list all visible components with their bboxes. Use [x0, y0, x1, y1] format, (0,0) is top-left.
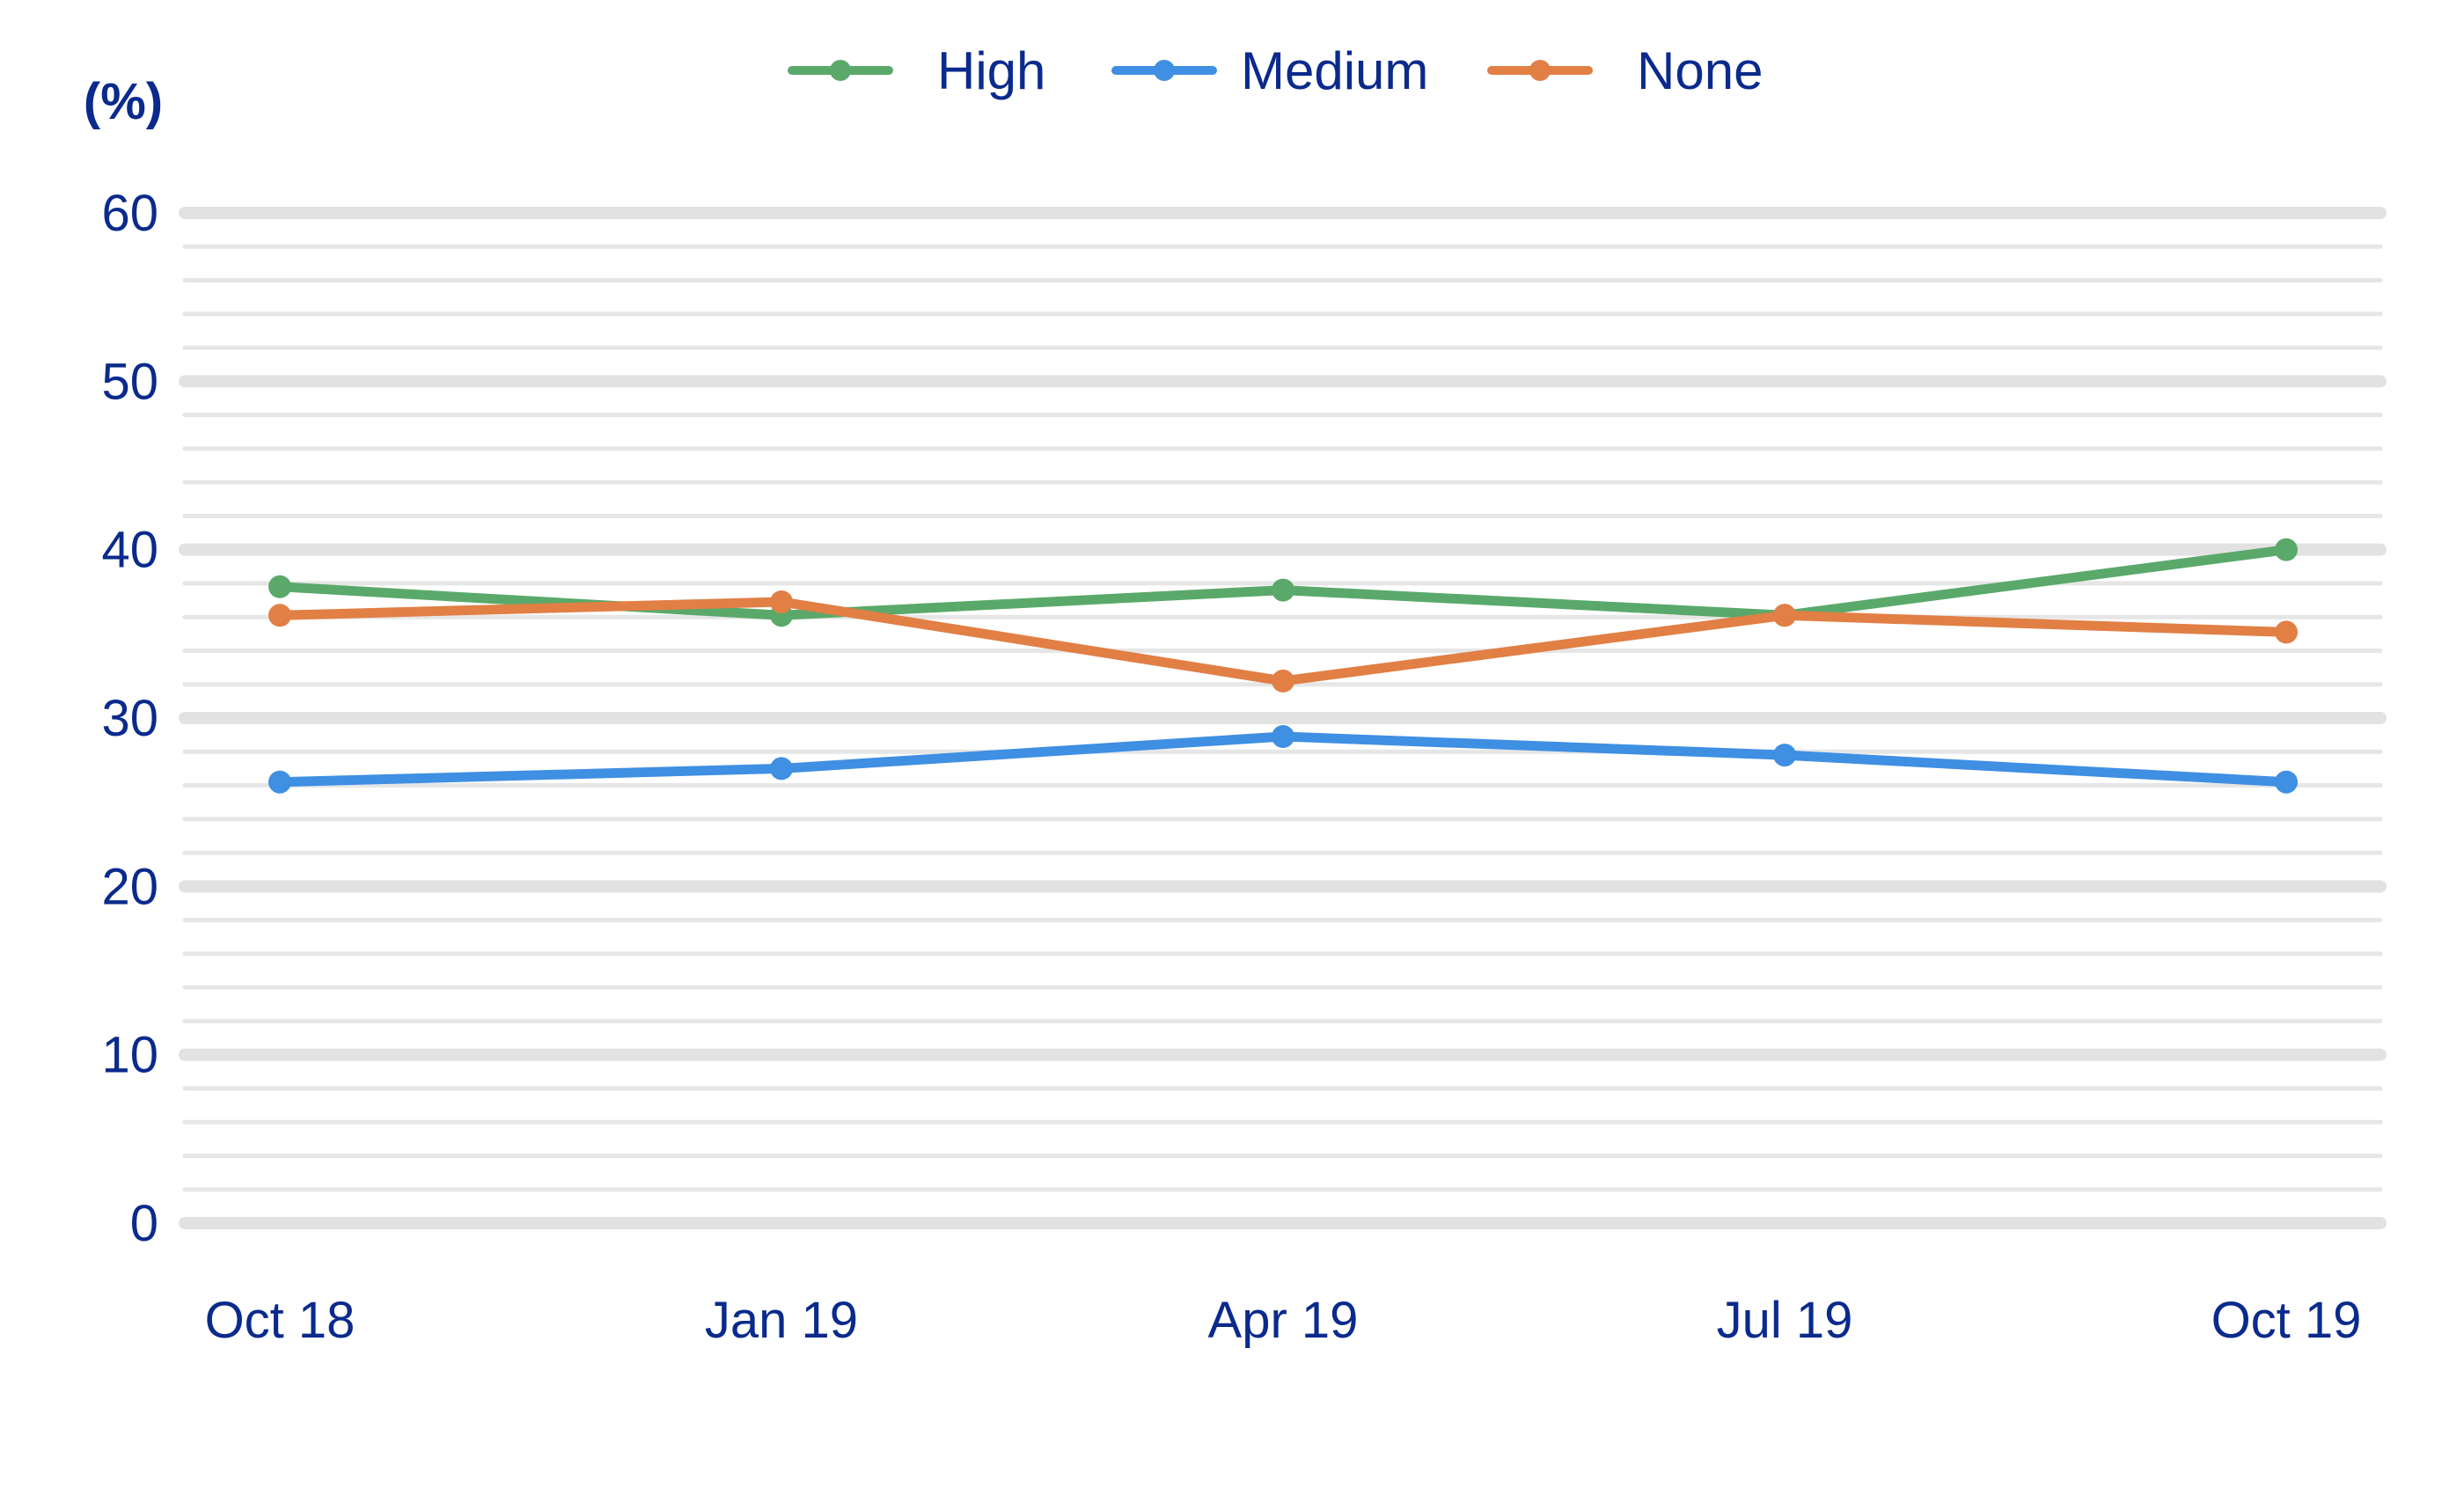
data-point-none: [268, 604, 291, 627]
series-none: [268, 590, 2298, 693]
data-point-medium: [268, 770, 291, 794]
x-tick-label: Apr 19: [1208, 1292, 1359, 1349]
data-point-none: [1773, 604, 1796, 627]
y-tick-label: 0: [130, 1195, 158, 1252]
legend-item-medium: Medium: [1111, 41, 1428, 100]
legend-marker-medium: [1154, 60, 1175, 81]
legend-item-high: High: [788, 41, 1045, 100]
legend: High Medium None: [788, 41, 1763, 100]
data-point-high: [2275, 538, 2298, 561]
y-tick-label: 60: [101, 185, 158, 242]
legend-label-high: High: [937, 41, 1045, 100]
y-tick-label: 20: [101, 858, 158, 915]
x-axis: Oct 18 Jan 19 Apr 19 Jul 19 Oct 19: [205, 1292, 2362, 1349]
y-tick-label: 30: [101, 690, 158, 747]
x-tick-label: Jul 19: [1717, 1292, 1853, 1349]
x-tick-label: Oct 19: [2211, 1292, 2362, 1349]
legend-label-medium: Medium: [1241, 41, 1428, 100]
y-tick-label: 40: [101, 522, 158, 579]
y-tick-label: 10: [101, 1027, 158, 1084]
data-point-medium: [1773, 744, 1796, 767]
data-point-none: [770, 590, 793, 613]
legend-marker-high: [830, 60, 851, 81]
data-point-medium: [2275, 770, 2298, 794]
gridlines: [179, 207, 2387, 1229]
data-point-medium: [770, 757, 793, 781]
series-medium: [268, 725, 2298, 794]
data-point-none: [2275, 620, 2298, 644]
series-lines: [268, 538, 2298, 794]
y-tick-label: 50: [101, 353, 158, 410]
legend-label-none: None: [1637, 41, 1763, 100]
data-point-high: [1272, 578, 1294, 602]
data-point-high: [268, 575, 291, 598]
series-line-none: [275, 597, 2292, 686]
y-axis-label: (%): [84, 73, 163, 130]
legend-marker-none: [1529, 60, 1551, 81]
data-point-medium: [1272, 725, 1294, 749]
legend-item-none: None: [1487, 41, 1763, 100]
data-point-none: [1272, 669, 1294, 693]
x-tick-label: Oct 18: [205, 1292, 356, 1349]
x-tick-label: Jan 19: [705, 1292, 858, 1349]
y-axis: (%) 0 10 20 30 40 50 60: [84, 73, 163, 1252]
